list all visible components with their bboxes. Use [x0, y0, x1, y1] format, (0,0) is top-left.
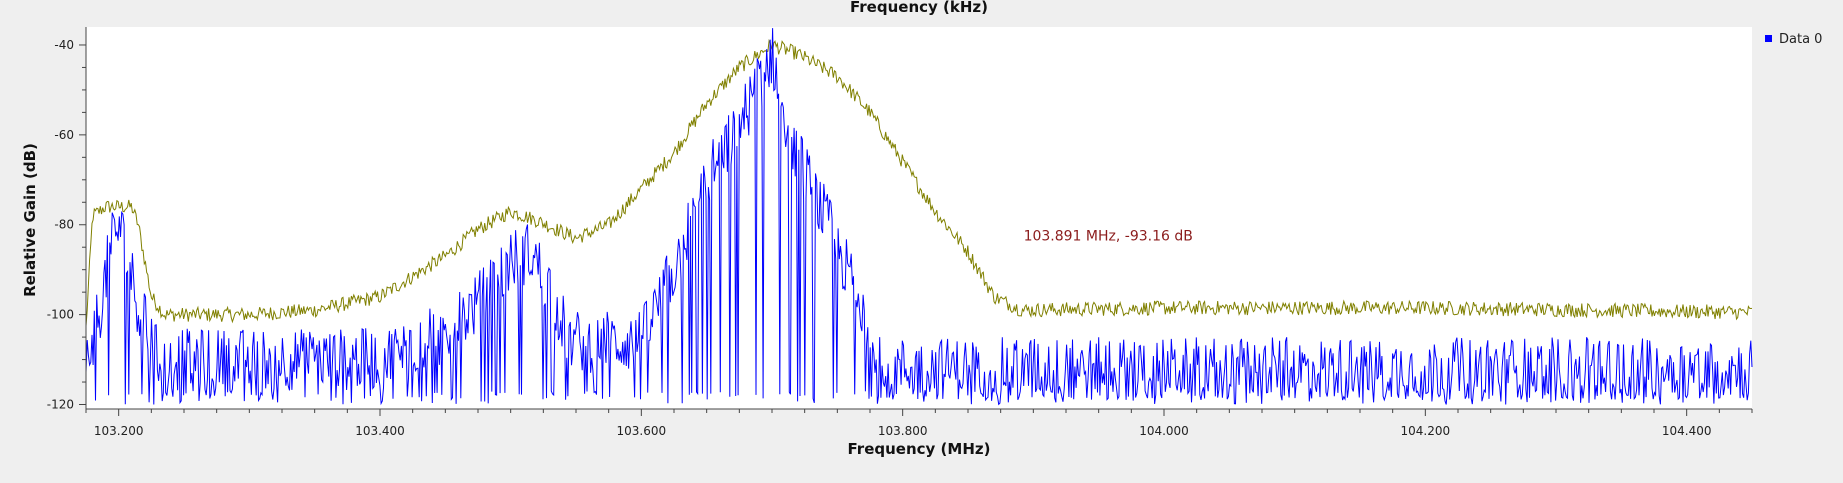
chart-title: Frequency (kHz): [850, 0, 988, 16]
y-axis-ticks: -40 -60 -80 -100 -120: [47, 38, 86, 412]
x-tick-label: 103.800: [878, 424, 928, 438]
y-tick-label: -80: [54, 218, 74, 232]
series-layer: [85, 28, 1753, 406]
legend-swatch-data-0: [1765, 35, 1772, 42]
legend-label-data-0: Data 0: [1779, 32, 1822, 47]
y-tick-label: -120: [47, 398, 74, 412]
series-line-live: [85, 28, 1753, 406]
x-tick-label: 104.200: [1401, 424, 1451, 438]
marker-readout: 103.891 MHz, -93.16 dB: [1024, 228, 1193, 244]
y-tick-label: -60: [54, 128, 74, 142]
x-tick-label: 104.400: [1662, 424, 1712, 438]
x-axis-ticks: 103.200 103.400 103.600 103.800 104.000 104.2…: [85, 409, 1753, 438]
x-axis-label: Frequency (MHz): [848, 440, 991, 458]
x-tick-label: 103.600: [617, 424, 667, 438]
legend[interactable]: Data 0: [1765, 32, 1822, 47]
x-tick-label: 104.000: [1139, 424, 1189, 438]
x-tick-label: 103.200: [94, 424, 144, 438]
y-tick-label: -40: [54, 38, 74, 52]
series-line-max-hold: [85, 38, 1753, 326]
x-tick-label: 103.400: [355, 424, 405, 438]
y-axis-label: Relative Gain (dB): [21, 143, 39, 297]
y-tick-label: -100: [47, 308, 74, 322]
